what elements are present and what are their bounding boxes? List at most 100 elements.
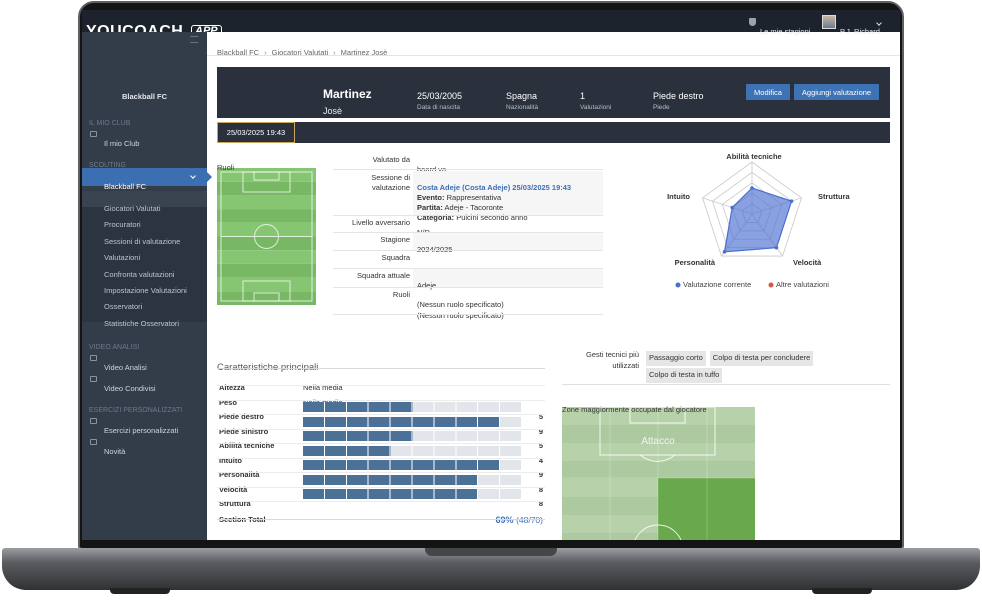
menu-link[interactable]: Video Condivisi (104, 384, 156, 394)
gesture-tag: Colpo di testa in tuffo (646, 368, 723, 383)
radar-ring (702, 161, 802, 257)
row-rule (217, 443, 545, 444)
pitch-line (634, 524, 682, 540)
score-segments (303, 416, 522, 427)
pitch-stripe (217, 291, 316, 305)
radar-point (722, 250, 727, 254)
user-menu[interactable]: P.J. Richard (840, 27, 880, 36)
pitch-stripe (217, 222, 316, 237)
zone-highlight (658, 478, 755, 540)
detail-value: 2024/2025 (417, 244, 452, 256)
radar-point (730, 205, 735, 210)
radar-point (789, 199, 794, 203)
menu-section: VIDEO ANALISI (89, 344, 140, 352)
submenu-link[interactable]: Confronta valutazioni (104, 269, 175, 279)
detail-key: Evento: (417, 193, 445, 202)
pitch-line (254, 224, 279, 249)
total-score: (48/70) (516, 515, 543, 525)
row-rule (217, 428, 545, 430)
sidebar-toggle (190, 36, 198, 43)
button[interactable]: Modifica (746, 84, 790, 100)
menu-link[interactable]: Esercizi personalizzati (104, 426, 179, 436)
menu-active-link[interactable]: Blackball FC (104, 182, 147, 191)
breadcrumb-item[interactable]: Blackball FC (217, 48, 260, 57)
detail-value: (Nessun ruolo specificato) (417, 310, 504, 320)
fact-value: 1 (580, 91, 586, 101)
submenu (82, 191, 207, 323)
pitch-label: Attacco (641, 436, 675, 447)
score-segments (303, 460, 522, 470)
player-name: Josè (323, 106, 343, 116)
radar-point (750, 186, 754, 190)
menu-link[interactable]: Il mio Club (104, 139, 140, 148)
score-segments (303, 445, 522, 456)
detail-label: Squadra attuale (357, 271, 410, 280)
menu-link[interactable]: Novità (104, 447, 126, 457)
char-label: Struttura (219, 499, 251, 508)
player-surname: Martinez (323, 87, 372, 101)
char-label: Velocità (219, 484, 248, 494)
section-rule (217, 368, 545, 369)
char-label: Personalità (219, 470, 260, 479)
menu-icon (90, 131, 97, 137)
score-value: 5 (538, 441, 543, 450)
menu-active-arrow (207, 172, 212, 182)
score-value: 5 (538, 412, 543, 421)
screen: Abilità tecniche Struttura Velocità Persona… (82, 10, 900, 540)
score-segments (303, 474, 522, 485)
foot (110, 588, 170, 594)
seasons-link[interactable]: Le mie stagioni (760, 27, 811, 36)
detail-link[interactable]: Costa Adeje (Costa Adeje) 25/03/2025 19:… (417, 183, 572, 192)
char-label: Intuito (219, 455, 242, 465)
menu-icon (90, 418, 97, 425)
base-notch (425, 548, 557, 556)
submenu-link[interactable]: Statistiche Osservatori (104, 318, 180, 328)
radar-area (723, 187, 793, 253)
pitch-line (253, 171, 280, 181)
submenu-link[interactable]: Procuratori (104, 220, 141, 230)
radar-point (774, 245, 779, 250)
menu-link[interactable]: Video Analisi (104, 363, 147, 373)
total-label: Section Total (219, 514, 266, 526)
pitch-line (629, 406, 686, 424)
pitch-stripe (217, 195, 316, 210)
submenu-link[interactable]: Impostazione Valutazioni (104, 286, 187, 295)
fact-label: Data di nascita (417, 104, 460, 111)
tab-bar (217, 122, 890, 143)
detail-line: Evento: Rappresentativa (417, 192, 501, 204)
menu-section: ESERCIZI PERSONALIZZATI (89, 407, 183, 415)
row-rule (217, 472, 545, 473)
total-percent: 69% (495, 515, 514, 525)
row-rule (217, 486, 545, 488)
pitch-stripe (217, 168, 316, 182)
row-rule (217, 385, 545, 386)
pitch-stripe (562, 461, 755, 479)
shield-icon (749, 18, 756, 26)
submenu-link[interactable]: Osservatori (104, 302, 143, 312)
score-segments (303, 489, 522, 499)
submenu-link[interactable]: Sessioni di valutazione (104, 236, 181, 246)
total-value: 69% (48/70) (496, 514, 543, 526)
pitch-stripe (217, 250, 316, 264)
row-rule (333, 215, 603, 216)
legend-label: Altre valutazioni (776, 280, 829, 289)
submenu-link[interactable]: Valutazioni (104, 253, 141, 263)
row-rule (333, 250, 603, 251)
score-value: 8 (538, 484, 543, 494)
score-value: 4 (538, 455, 543, 465)
menu-icon (90, 439, 97, 446)
button[interactable]: Aggiungi valutazione (794, 84, 879, 100)
roles-title: Ruoli (217, 163, 235, 172)
tab[interactable]: 25/03/2025 19:43 (217, 122, 295, 143)
row-shade (413, 269, 603, 287)
row-rule (333, 287, 603, 288)
menu-icon (90, 376, 97, 383)
submenu-link[interactable]: Giocatori Valutati (104, 204, 161, 213)
row-rule (217, 414, 545, 415)
pitch-line (639, 454, 676, 462)
fact-label: Piede (653, 104, 670, 111)
pitch-stripe (217, 209, 316, 223)
breadcrumb-item[interactable]: Giocatori Valutati (259, 48, 328, 57)
